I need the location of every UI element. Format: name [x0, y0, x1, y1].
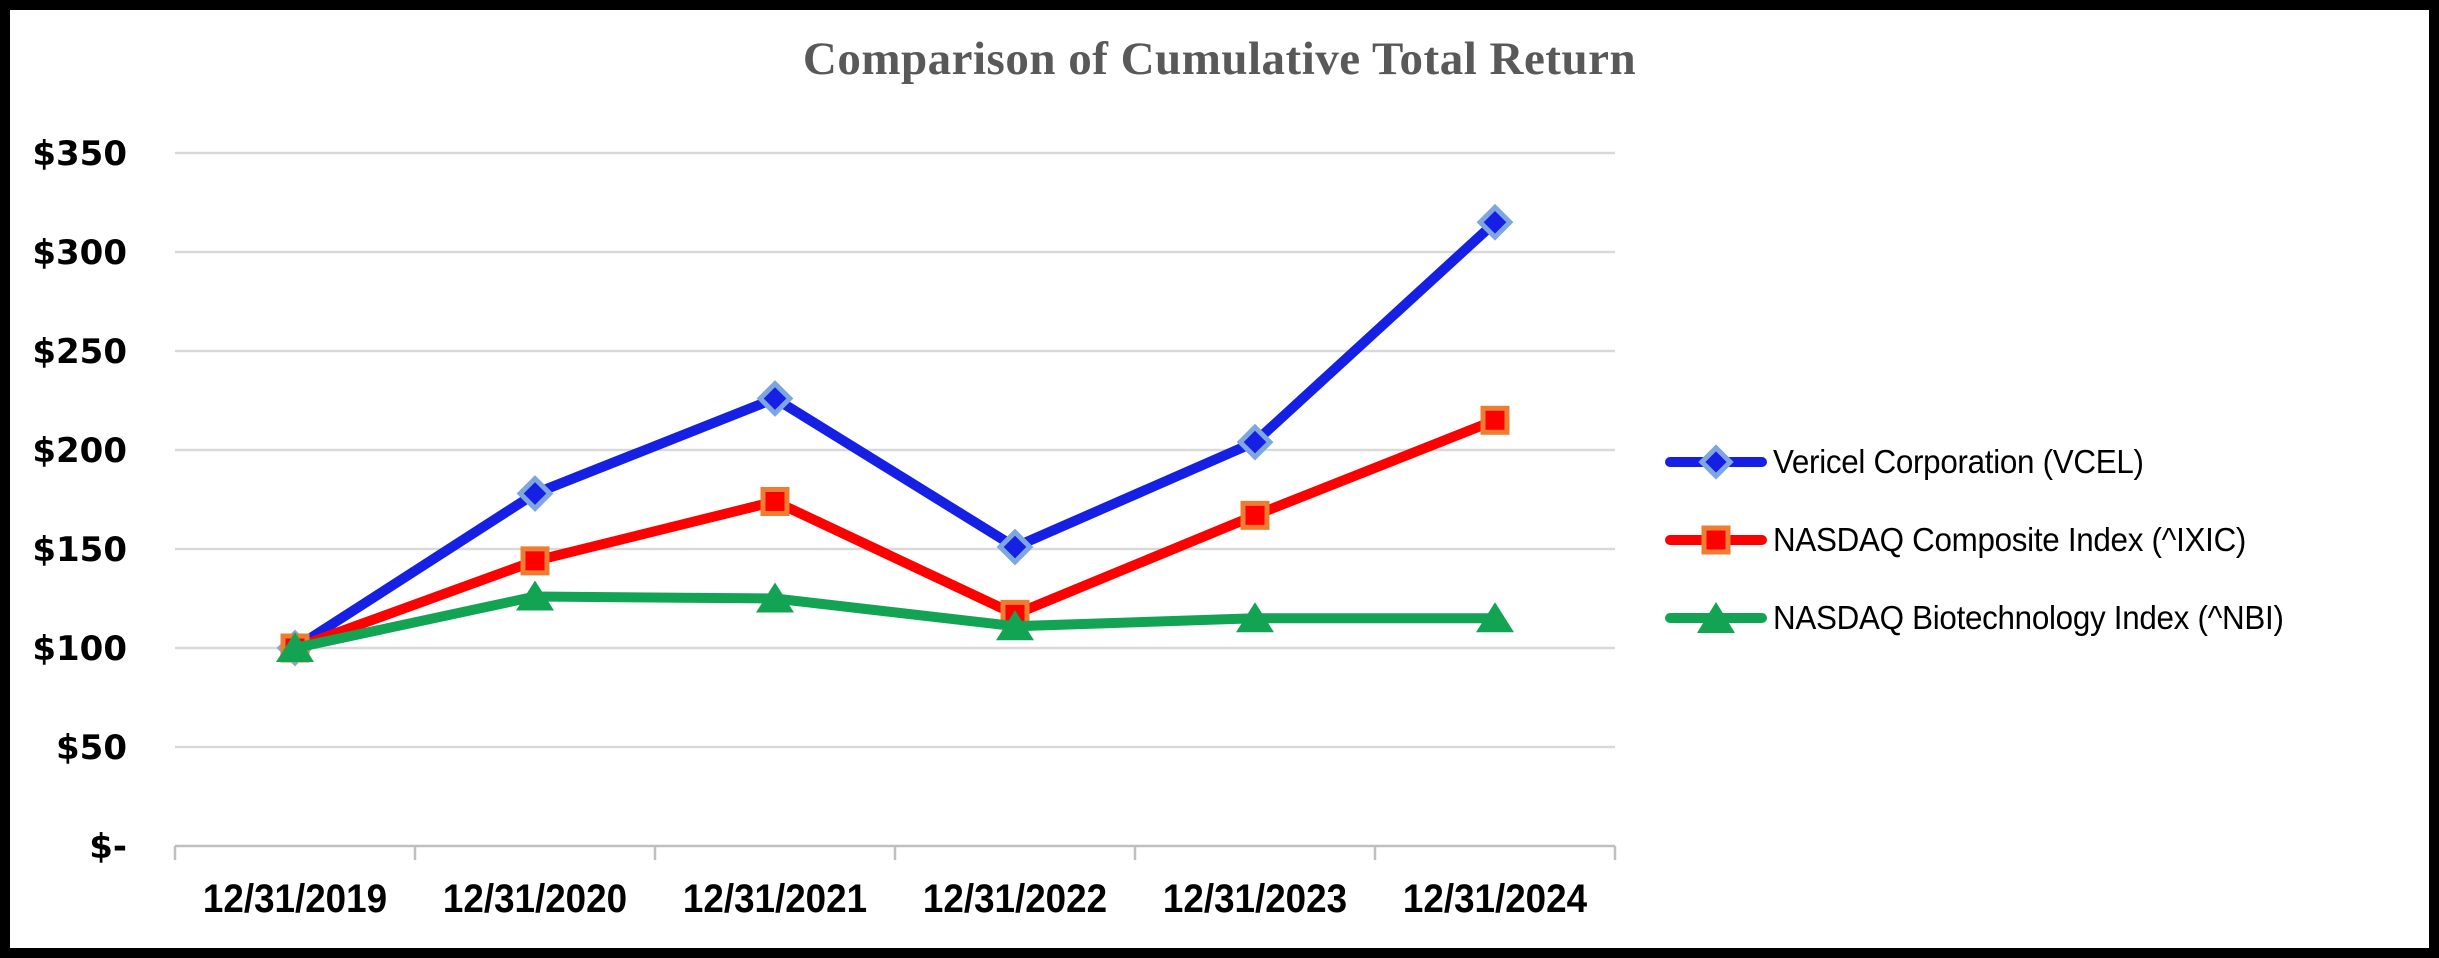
- y-axis-label: $250: [32, 332, 127, 372]
- marker-diamond: [996, 528, 1034, 566]
- marker-triangle: [276, 632, 314, 662]
- series-line-2: [290, 591, 1500, 653]
- marker-square: [1240, 500, 1270, 530]
- x-axis-label: 12/31/2020: [443, 877, 627, 922]
- marker-triangle: [996, 610, 1034, 641]
- y-axis-label: $100: [32, 629, 127, 669]
- series-line-1: [290, 415, 1500, 653]
- x-axis-label: 12/31/2024: [1403, 877, 1588, 922]
- y-axis-label: $50: [56, 728, 127, 768]
- marker-triangle: [516, 580, 554, 611]
- legend-label-nbi: NASDAQ Biotechnology Index (^NBI): [1773, 599, 2284, 636]
- legend-label-vcel: Vericel Corporation (VCEL): [1773, 443, 2144, 480]
- legend-swatch-triangle-line: [1665, 602, 1767, 633]
- legend-item-vcel: Vericel Corporation (VCEL): [1662, 442, 2163, 482]
- x-axis-label: 12/31/2023: [1163, 877, 1347, 922]
- legend-swatch-square-line: [1665, 525, 1767, 555]
- marker-square: [1480, 405, 1510, 435]
- legend-item-ixic: NASDAQ Composite Index (^IXIC): [1662, 520, 2271, 560]
- legend-item-nbi: NASDAQ Biotechnology Index (^NBI): [1662, 598, 2311, 638]
- y-axis-label: $-: [89, 827, 127, 867]
- x-axis-label: 12/31/2019: [203, 877, 387, 922]
- marker-triangle: [1236, 602, 1274, 633]
- y-axis-label: $300: [32, 233, 127, 273]
- legend-label-ixic: NASDAQ Composite Index (^IXIC): [1773, 521, 2247, 558]
- marker-triangle: [1476, 602, 1514, 633]
- marker-diamond: [756, 380, 794, 417]
- marker-square: [520, 546, 550, 576]
- x-axis-label: 12/31/2021: [683, 877, 867, 922]
- marker-diamond: [1476, 203, 1514, 241]
- chart-title: Comparison of Cumulative Total Return: [802, 33, 1637, 85]
- marker-diamond: [516, 475, 554, 512]
- y-axis-label: $150: [32, 530, 127, 570]
- series-line-0: [290, 217, 1500, 653]
- marker-diamond: [1236, 423, 1274, 461]
- marker-triangle: [756, 582, 794, 613]
- y-axis-label: $200: [32, 431, 127, 471]
- x-axis-label: 12/31/2022: [923, 877, 1107, 922]
- y-axis-label: $350: [32, 134, 127, 174]
- chart-plot-svg: $350 $300 $250 $200 $150 $100 $50 $- 12/31/2019 1…: [32, 134, 1617, 922]
- legend-swatch-diamond-line: [1665, 444, 1767, 480]
- marker-square: [760, 486, 790, 516]
